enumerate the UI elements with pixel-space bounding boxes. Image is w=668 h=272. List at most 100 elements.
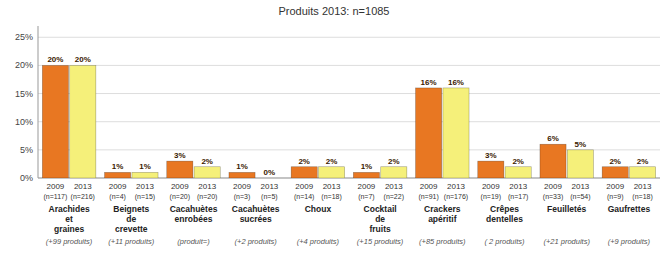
category-label: Beignetsdecrevette xyxy=(113,204,149,234)
category-label: Gaufrettes xyxy=(608,204,651,214)
extra-label: (+2 produits) xyxy=(235,237,278,246)
bar xyxy=(540,144,566,178)
y-tick-label: 10% xyxy=(15,117,33,127)
chart: Produits 2013: n=10850%5%10%15%20%25%20%… xyxy=(0,0,668,272)
data-label: 1% xyxy=(112,162,124,171)
bar xyxy=(194,167,220,178)
category-label: Crêpesdentelles xyxy=(486,204,523,224)
bar xyxy=(42,65,68,178)
series-label: 2009 xyxy=(606,182,624,191)
x-axis-line xyxy=(38,178,660,179)
sub-label: (n=216) xyxy=(71,193,95,201)
series-label: 2013 xyxy=(571,182,589,191)
sub-label: (n=4) xyxy=(109,193,126,201)
category-label: Choux xyxy=(305,204,332,214)
sub-label: (n=20) xyxy=(197,193,217,201)
data-label: 16% xyxy=(448,78,464,87)
data-label: 3% xyxy=(174,151,186,160)
data-label: 5% xyxy=(575,140,587,149)
data-label: 2% xyxy=(512,157,524,166)
series-label: 2009 xyxy=(295,182,313,191)
bar xyxy=(353,172,379,178)
data-label: 1% xyxy=(139,162,151,171)
extra-label: (+15 produits) xyxy=(357,237,404,246)
sub-label: (n=5) xyxy=(261,193,278,201)
extra-label: (+11 produits) xyxy=(108,237,154,246)
bars xyxy=(42,65,655,178)
data-label: 1% xyxy=(361,162,373,171)
grid-line xyxy=(38,37,660,38)
data-label: 6% xyxy=(547,134,559,143)
sub-label: (n=117) xyxy=(44,193,68,201)
data-label: 16% xyxy=(421,78,437,87)
y-axis-line xyxy=(38,26,39,178)
bar xyxy=(630,167,656,178)
category-label: Cacahuètesenrobées xyxy=(170,204,218,224)
bar xyxy=(291,167,317,178)
grid xyxy=(38,37,660,178)
grid-line xyxy=(38,93,660,94)
series-label: 2009 xyxy=(544,182,562,191)
y-tick-label: 0% xyxy=(20,173,33,183)
sub-label: (n=33) xyxy=(543,193,563,201)
bar xyxy=(132,172,158,178)
extra-label: ( 2 produits) xyxy=(484,237,525,246)
sub-label: (n=17) xyxy=(508,193,528,201)
sub-label: (n=9) xyxy=(607,193,624,201)
labels: 20% 2009 (n=117) 1% 2009 (n=4) 3% 2009 (n=20) 1% 2… xyxy=(44,55,653,201)
data-label: 20% xyxy=(47,55,63,64)
grid-line xyxy=(38,121,660,122)
series-label: 2013 xyxy=(323,182,341,191)
series-label: 2009 xyxy=(47,182,65,191)
series-label: 2009 xyxy=(233,182,251,191)
y-tick-label: 5% xyxy=(20,145,33,155)
extra-label: (+9 produits) xyxy=(608,237,651,246)
sub-label: (n=15) xyxy=(135,193,155,201)
extra-label: (+99 produits) xyxy=(46,237,93,246)
series-label: 2013 xyxy=(447,182,465,191)
sub-label: (n=91) xyxy=(418,193,438,201)
bar xyxy=(167,161,193,178)
sub-label: (n=7) xyxy=(358,193,375,201)
series-label: 2009 xyxy=(420,182,438,191)
sub-label: (n=14) xyxy=(294,193,314,201)
series-label: 2013 xyxy=(136,182,154,191)
sub-label: (n=18) xyxy=(321,193,341,201)
bar xyxy=(70,65,96,178)
series-label: 2013 xyxy=(385,182,403,191)
category-label: Cocktaildefruits xyxy=(364,204,397,234)
sub-label: (n=54) xyxy=(570,193,590,201)
series-label: 2009 xyxy=(482,182,500,191)
extra-label: (+21 produits) xyxy=(543,237,590,246)
grid-line xyxy=(38,178,660,179)
series-label: 2009 xyxy=(358,182,376,191)
data-label: 2% xyxy=(388,157,400,166)
series-label: 2013 xyxy=(634,182,652,191)
grid-line xyxy=(38,65,660,66)
bar xyxy=(105,172,131,178)
category-label: Arachidesetgraines xyxy=(49,204,90,234)
series-label: 2009 xyxy=(109,182,127,191)
category-label: Crackersapéritif xyxy=(424,204,461,224)
extra-label: (produit=) xyxy=(177,237,210,246)
bar xyxy=(602,167,628,178)
data-label: 2% xyxy=(326,157,338,166)
series-label: 2013 xyxy=(198,182,216,191)
data-label: 2% xyxy=(637,157,649,166)
sub-label: (n=22) xyxy=(384,193,404,201)
series-label: 2013 xyxy=(74,182,92,191)
sub-label: (n=3) xyxy=(234,193,251,201)
sub-label: (n=18) xyxy=(632,193,652,201)
data-label: 0% xyxy=(264,168,276,177)
y-tick-label: 15% xyxy=(15,89,33,99)
extra-label: (+4 produits) xyxy=(297,237,340,246)
bar xyxy=(443,88,469,178)
data-label: 1% xyxy=(236,162,248,171)
sub-label: (n=20) xyxy=(170,193,190,201)
bar xyxy=(256,178,282,179)
bar xyxy=(478,161,504,178)
bar xyxy=(381,167,407,178)
series-label: 2013 xyxy=(260,182,278,191)
data-label: 2% xyxy=(201,157,213,166)
bar xyxy=(319,167,345,178)
